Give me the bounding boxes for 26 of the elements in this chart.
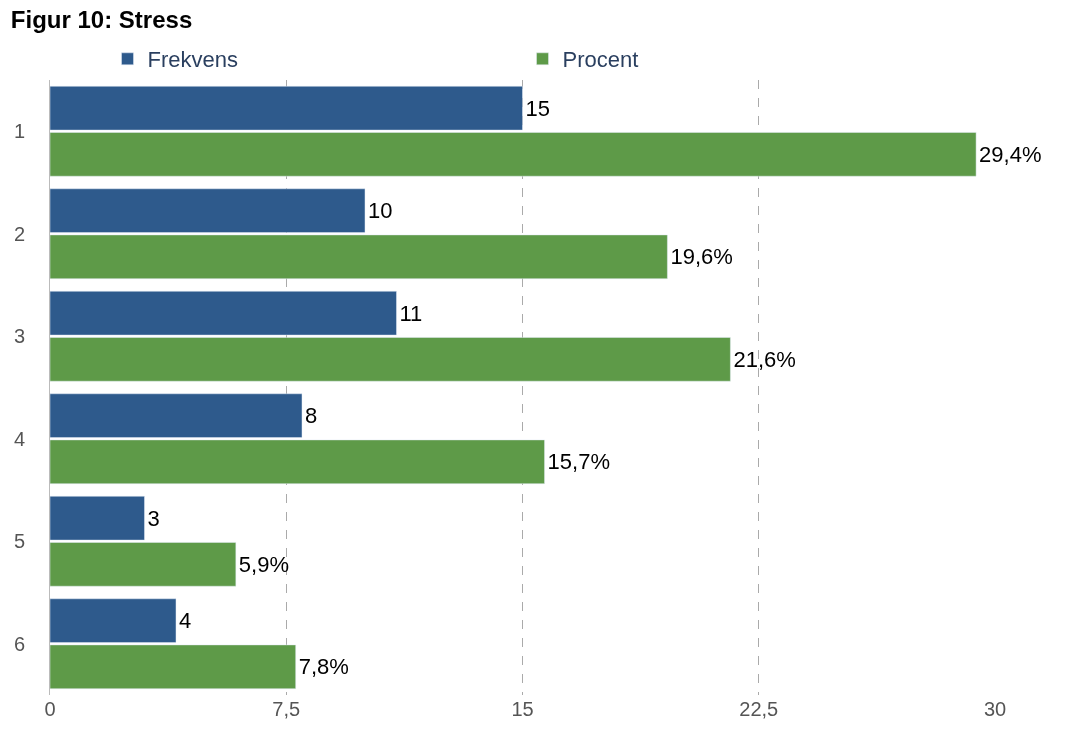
data-label: 29,4% [979, 141, 1042, 167]
data-label: 8 [305, 403, 318, 429]
y-tick-label: 1 [13, 120, 25, 143]
chart-title: Figur 10: Stress [10, 5, 193, 33]
y-tick-label: 3 [13, 325, 25, 348]
legend-label: Frekvens [147, 47, 238, 73]
data-label: 10 [368, 198, 393, 224]
x-tick-label: 22,5 [739, 698, 779, 720]
data-label: 7,8% [298, 654, 349, 680]
legend-label: Procent [562, 47, 639, 73]
data-label: 21,6% [733, 346, 796, 372]
data-label: 4 [179, 608, 192, 634]
data-label: 5,9% [238, 551, 290, 577]
data-label: 11 [399, 300, 423, 326]
x-tick-label: 7,5 [272, 698, 301, 720]
y-tick-label: 2 [13, 222, 25, 245]
x-tick-label: 30 [983, 698, 1007, 720]
data-label: 15 [525, 95, 550, 121]
y-tick-label: 6 [13, 632, 25, 655]
x-tick-label: 15 [511, 698, 534, 720]
x-tick-label: 0 [44, 698, 56, 720]
data-label: 3 [147, 505, 160, 531]
y-tick-label: 5 [13, 530, 25, 553]
y-tick-label: 4 [13, 427, 25, 450]
data-label: 15,7% [547, 449, 610, 475]
data-label: 19,6% [670, 244, 733, 270]
